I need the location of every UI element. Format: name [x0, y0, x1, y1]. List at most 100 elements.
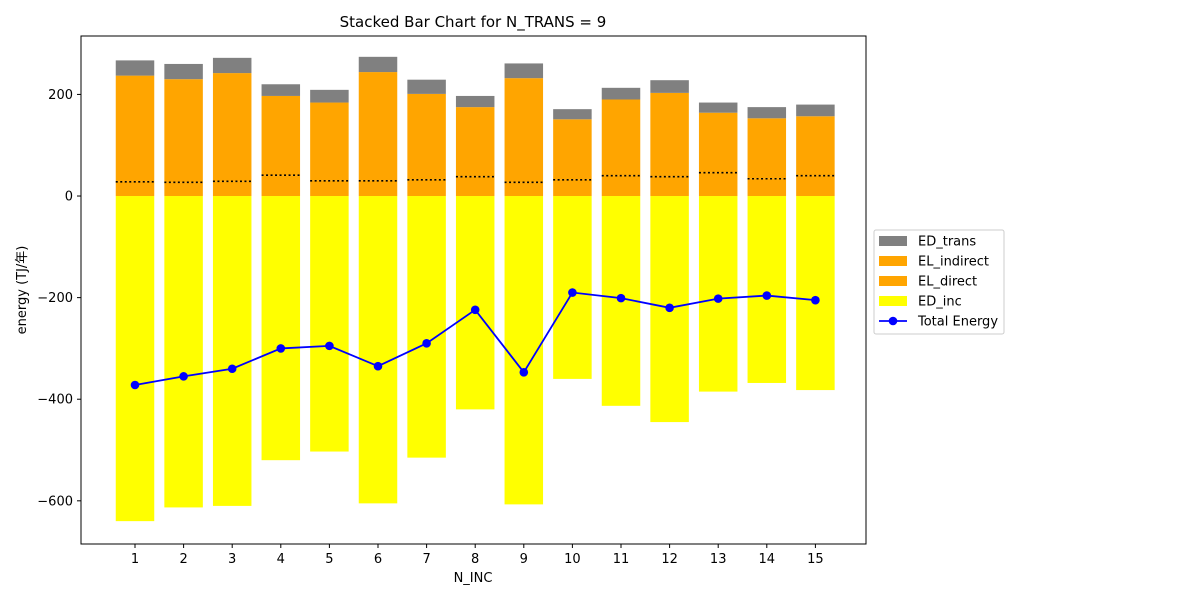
total-energy-point	[568, 288, 577, 297]
bar-el-direct	[358, 180, 398, 197]
bar-ed-trans	[115, 60, 155, 76]
x-tick-label: 15	[807, 552, 824, 567]
x-tick-label: 11	[613, 552, 630, 567]
bar-el-indirect	[747, 118, 787, 179]
bar-ed-inc	[747, 196, 787, 383]
bar-ed-trans	[261, 84, 301, 96]
bar-el-direct	[455, 176, 495, 197]
bar-el-direct	[747, 178, 787, 197]
total-energy-point	[616, 293, 626, 303]
total-energy-point	[762, 291, 772, 300]
legend-label: Total Energy	[917, 315, 998, 330]
bar-el-direct	[504, 182, 544, 197]
x-tick-label: 13	[710, 552, 727, 567]
bar-el-indirect	[212, 73, 252, 182]
total-energy-point	[470, 305, 480, 315]
bar-ed-inc	[310, 196, 349, 452]
bar-el-indirect	[698, 112, 738, 173]
bar-el-indirect	[650, 92, 689, 177]
legend-swatch	[879, 276, 907, 286]
bar-ed-trans	[796, 104, 835, 117]
bar-el-direct	[407, 179, 446, 197]
total-energy-point	[276, 344, 286, 353]
bar-el-indirect	[407, 93, 446, 180]
bar-ed-trans	[698, 102, 738, 113]
legend-marker-total-energy	[888, 316, 898, 326]
bar-ed-trans	[212, 57, 252, 74]
total-energy-point	[130, 380, 140, 390]
bar-el-indirect	[261, 95, 301, 176]
bar-el-indirect	[601, 99, 641, 176]
total-energy-point	[325, 341, 334, 351]
bar-ed-inc	[212, 196, 252, 506]
legend-swatch	[879, 296, 907, 306]
y-tick-label: 0	[65, 190, 73, 205]
x-tick-label: 9	[520, 552, 528, 567]
bar-ed-inc	[407, 196, 446, 458]
legend-swatch	[879, 256, 907, 266]
bar-ed-trans	[164, 63, 203, 80]
y-tick-label: −400	[37, 393, 73, 408]
y-tick-label: 200	[48, 88, 73, 103]
bar-ed-inc	[115, 196, 155, 522]
total-energy-point	[227, 364, 237, 374]
x-tick-label: 4	[277, 552, 285, 567]
x-tick-label: 8	[471, 552, 479, 567]
bar-ed-trans	[358, 56, 398, 73]
bar-ed-trans	[601, 87, 641, 100]
legend: ED_trans EL_indirect EL_direct ED_inc Total …	[873, 229, 1005, 335]
x-tick-label: 10	[564, 552, 581, 567]
bar-el-direct	[164, 182, 203, 197]
bar-ed-inc	[261, 196, 301, 461]
y-axis-label: energy (TJ/年)	[15, 246, 30, 335]
total-energy-point	[519, 367, 529, 377]
bar-ed-inc	[358, 196, 398, 504]
plot-frame	[80, 35, 867, 545]
x-tick-label: 12	[661, 552, 678, 567]
bar-ed-inc	[455, 196, 495, 410]
legend-label: EL_indirect	[918, 255, 989, 270]
bar-el-direct	[601, 175, 641, 197]
total-energy-point	[422, 339, 431, 348]
bar-el-direct	[553, 179, 592, 197]
x-tick-label: 3	[228, 552, 236, 567]
bar-ed-inc	[796, 196, 835, 391]
x-tick-label: 14	[759, 552, 776, 567]
bar-el-indirect	[115, 75, 155, 182]
bar-el-indirect	[164, 79, 203, 183]
y-tick-label: −600	[37, 494, 73, 509]
bar-ed-trans	[455, 95, 495, 108]
bar-ed-trans	[310, 89, 349, 103]
total-energy-point	[713, 294, 723, 303]
bar-el-direct	[212, 181, 252, 197]
x-tick-label: 1	[131, 552, 139, 567]
legend-label: ED_trans	[918, 235, 976, 250]
x-axis-label: N_INC	[454, 571, 493, 586]
bar-el-indirect	[310, 102, 349, 181]
legend-label: EL_direct	[918, 275, 977, 290]
bar-ed-inc	[698, 196, 738, 392]
total-energy-point	[811, 295, 820, 305]
bar-el-direct	[115, 181, 155, 197]
legend-label: ED_inc	[918, 295, 962, 310]
bar-ed-inc	[553, 196, 592, 379]
total-energy-point	[179, 372, 188, 381]
bar-el-indirect	[358, 72, 398, 181]
legend-swatch	[879, 236, 907, 246]
bar-ed-inc	[164, 196, 203, 508]
x-tick-label: 5	[325, 552, 333, 567]
chart-title: Stacked Bar Chart for N_TRANS = 9	[340, 13, 607, 32]
bar-el-indirect	[553, 119, 592, 180]
bar-el-direct	[310, 180, 349, 197]
x-tick-label: 7	[422, 552, 430, 567]
bar-el-indirect	[796, 116, 835, 176]
bar-el-direct	[261, 175, 301, 197]
bar-ed-trans	[504, 63, 544, 79]
bar-ed-trans	[747, 107, 787, 119]
x-tick-label: 2	[179, 552, 187, 567]
total-energy-point	[373, 361, 383, 371]
total-energy-point	[665, 303, 674, 313]
